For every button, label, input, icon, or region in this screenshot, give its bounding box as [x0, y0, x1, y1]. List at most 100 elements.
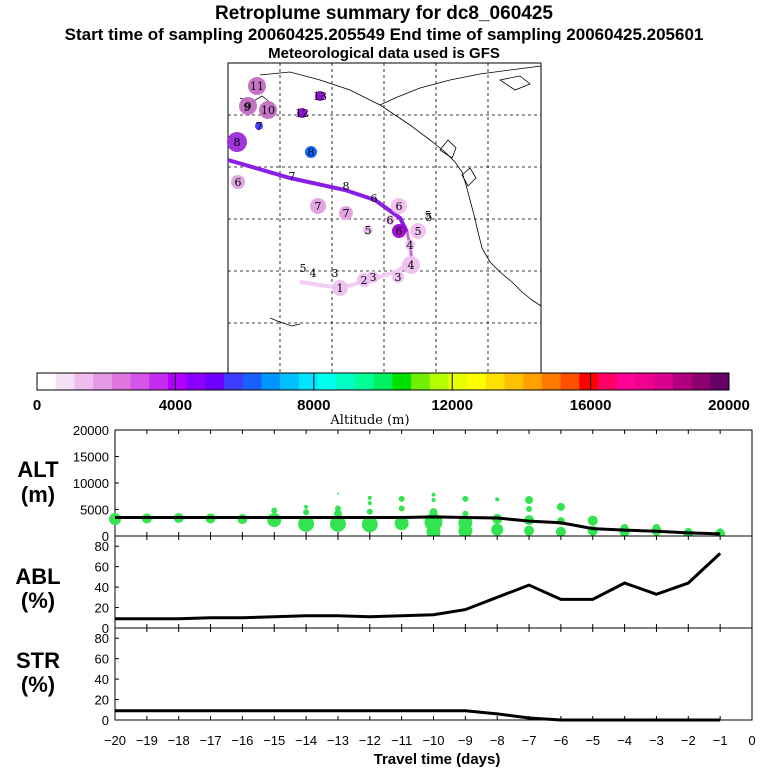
map-marker-label: 6	[387, 214, 394, 227]
colorbar-segment	[354, 373, 375, 390]
y-tick-label: 0	[102, 529, 109, 544]
scatter-point	[555, 526, 566, 537]
x-tick-label: −3	[649, 733, 664, 748]
panel-frame	[114, 627, 753, 721]
map-marker	[227, 132, 247, 152]
x-tick-label: −14	[295, 733, 317, 748]
y-tick-label: 10000	[73, 476, 109, 491]
map-marker	[392, 271, 404, 283]
trajectory-label: 7	[289, 170, 296, 183]
colorbar-segment	[579, 373, 599, 390]
colorbar-segment	[654, 373, 674, 390]
chart-title: Retroplume summary for dc8_060425	[215, 3, 553, 24]
colorbar-tick-label: 8000	[297, 397, 330, 414]
scatter-point	[431, 492, 436, 497]
x-tick-label: −19	[136, 733, 158, 748]
scatter-point	[267, 513, 282, 528]
y-tick-label: 0	[102, 621, 109, 636]
colorbar-segment	[411, 373, 431, 390]
map-marker-label: 11	[250, 80, 264, 93]
map-marker-label: 8	[308, 146, 315, 159]
map-marker	[405, 240, 415, 250]
x-tick-label: −6	[553, 733, 568, 748]
colorbar-tick-label: 16000	[570, 397, 612, 414]
map-marker-label: 1	[337, 282, 344, 295]
panel-label: STR	[16, 648, 60, 673]
x-tick-label: −11	[391, 733, 412, 748]
map-marker	[239, 97, 257, 115]
scatter-point	[334, 505, 341, 512]
y-tick-label: 80	[95, 631, 109, 646]
panel-alt: 20000 15000 10000 5000 0 ALT(m)	[17, 423, 753, 544]
scatter-point	[271, 507, 278, 514]
colorbar-segment	[691, 373, 711, 390]
colorbar-tick-label: 20000	[708, 397, 750, 414]
y-tick-label: 40	[95, 580, 109, 595]
scatter-point	[431, 497, 436, 502]
x-tick-label: −12	[359, 733, 381, 748]
scatter-point	[525, 495, 534, 504]
panel-label: (%)	[21, 672, 55, 697]
panel-str: 80 60 40 20 0 STR(%)	[16, 627, 753, 728]
y-tick-label: 5000	[80, 503, 109, 518]
scatter-point	[298, 515, 315, 532]
map-marker	[363, 225, 373, 235]
panel-label: ABL	[15, 564, 60, 589]
y-tick-label: 0	[102, 713, 109, 728]
map-marker-label: 6	[396, 200, 403, 213]
y-tick-label: 40	[95, 672, 109, 687]
map-marker-label: 13	[313, 90, 327, 103]
map-marker	[231, 175, 245, 189]
series-line	[115, 709, 721, 722]
y-tick-label: 60	[95, 560, 109, 575]
map-marker	[357, 273, 371, 287]
y-tick-label: 80	[95, 539, 109, 554]
colorbar-segment	[560, 373, 580, 390]
map-marker-label: 3	[370, 271, 377, 284]
map-marker-label: 4	[408, 259, 415, 272]
met-data-note: Meteorological data used is GFS	[268, 45, 500, 62]
scatter-point	[491, 523, 504, 536]
colorbar-segment	[74, 373, 94, 390]
sampling-times: Start time of sampling 20060425.205549 E…	[64, 25, 704, 44]
trajectory-label: 8	[343, 180, 350, 193]
map-marker-label: 5	[426, 211, 433, 224]
x-tick-label: −1	[713, 733, 728, 748]
map-marker	[410, 223, 426, 239]
colorbar-tick-label: 4000	[159, 397, 192, 414]
colorbar-segment	[598, 373, 618, 390]
x-tick-label: −9	[458, 733, 473, 748]
panel-label: (%)	[21, 588, 55, 613]
colorbar-segment	[167, 373, 188, 390]
scatter-point	[587, 515, 598, 526]
colorbar-segment	[205, 373, 225, 390]
scatter-point	[329, 515, 346, 532]
map-marker-label: 3	[332, 267, 339, 280]
map-marker-label: 5	[365, 224, 372, 237]
map-marker-label: 8	[234, 136, 241, 149]
map-marker	[315, 91, 325, 101]
scatter-point	[398, 505, 405, 512]
colorbar-segment	[504, 373, 524, 390]
map-marker	[259, 101, 277, 119]
colorbar-segment	[392, 373, 412, 390]
colorbar-label: Altitude (m)	[329, 413, 409, 428]
scatter-point	[366, 508, 373, 515]
map-marker	[305, 146, 317, 158]
map-marker-label: 5	[415, 225, 422, 238]
colorbar-tick-label: 0	[33, 397, 41, 414]
map-marker-label: 9	[245, 100, 252, 113]
x-tick-label: −15	[263, 733, 285, 748]
map-marker-label: 4	[310, 267, 317, 280]
colorbar-segment	[373, 373, 393, 390]
map-marker-label: 4	[407, 239, 414, 252]
map-marker-label: 6	[235, 176, 242, 189]
trajectory-line	[227, 158, 409, 233]
map-marker-label: 5	[300, 262, 307, 275]
scatter-point	[109, 513, 121, 526]
y-tick-label: 20000	[73, 423, 109, 438]
map-marker-label: 7	[343, 207, 350, 220]
scatter-point	[526, 505, 533, 512]
